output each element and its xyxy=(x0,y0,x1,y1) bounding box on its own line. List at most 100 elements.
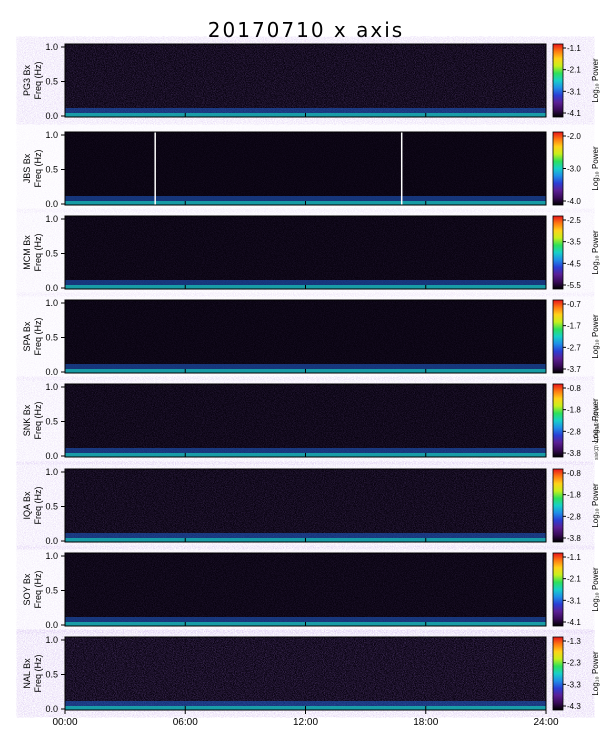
freq-axis-label: Freq (Hz) xyxy=(33,149,43,187)
colorbar xyxy=(552,215,564,290)
panel-noise xyxy=(65,300,546,373)
freq-axis-label: Freq (Hz) xyxy=(33,233,43,271)
y-tick-label: 0.0 xyxy=(45,111,58,121)
panel-snk xyxy=(65,384,546,457)
colorbar-tick-label: -2.1 xyxy=(567,575,581,584)
colorbar xyxy=(552,468,564,543)
panel-jbs xyxy=(65,132,546,205)
colorbar-tick-label: -3.1 xyxy=(567,596,581,605)
colorbar-tick-label: -2.3 xyxy=(567,659,581,668)
colorbar-tick-label: -5.5 xyxy=(567,281,581,290)
y-tick-label: 1.0 xyxy=(45,551,58,561)
colorbar xyxy=(552,299,564,374)
panel-nal xyxy=(65,637,546,710)
x-tick-label: 24:00 xyxy=(533,717,558,728)
colorbar-tick-label: -3.7 xyxy=(567,365,581,374)
y-tick-label: 0.5 xyxy=(45,586,58,596)
low-frequency-band xyxy=(65,108,546,117)
colorbar-tick-label: -4.1 xyxy=(567,109,581,118)
panel-noise xyxy=(65,469,546,542)
colorbar-tick-label: -2.8 xyxy=(567,427,581,436)
y-tick-label: 0.5 xyxy=(45,77,58,87)
colorbar-tick-label: -2.1 xyxy=(567,66,581,75)
low-frequency-band xyxy=(65,533,546,542)
colorbar-label: Log₁₀ Power xyxy=(591,314,600,359)
station-label: NAL Bx xyxy=(22,658,32,689)
y-tick-label: 1.0 xyxy=(45,42,58,52)
colorbar-tick-label: -2.8 xyxy=(567,512,581,521)
y-tick-label: 0.5 xyxy=(45,670,58,680)
low-frequency-band xyxy=(65,617,546,626)
y-tick-label: 1.0 xyxy=(45,467,58,477)
colorbar-tick-label: -1.8 xyxy=(567,491,581,500)
y-tick-label: 0.0 xyxy=(45,367,58,377)
colorbar-tick-label: -4.5 xyxy=(567,259,581,268)
station-label: MCM Bx xyxy=(22,235,32,270)
colorbar-tick-label: -4.3 xyxy=(567,702,581,711)
low-frequency-band xyxy=(65,196,546,205)
low-frequency-band xyxy=(65,364,546,373)
panel-noise xyxy=(65,132,546,205)
colorbar-tick-label: -1.7 xyxy=(567,322,581,331)
y-tick-label: 0.5 xyxy=(45,165,58,175)
colorbar-tick-label: -1.1 xyxy=(567,553,581,562)
colorbar xyxy=(552,383,564,458)
colorbar-tick-label: -3.3 xyxy=(567,680,581,689)
colorbar xyxy=(552,43,564,118)
y-tick-label: 0.0 xyxy=(45,704,58,714)
low-frequency-band xyxy=(65,448,546,457)
panel-pg3 xyxy=(65,44,546,117)
colorbar-label: Log₁₀ Power xyxy=(591,483,600,528)
colorbar xyxy=(552,131,564,206)
colorbar-tick-label: -2.5 xyxy=(567,216,581,225)
colorbar-tick-label: -4.1 xyxy=(567,618,581,627)
colorbar-tick-label: -3.5 xyxy=(567,238,581,247)
station-label: SPA Bx xyxy=(22,321,32,351)
panel-soy xyxy=(65,553,546,626)
colorbar-label: Log₁₀ Power xyxy=(591,230,600,275)
figure-title: 20170710 x axis xyxy=(207,18,405,42)
freq-axis-label: Freq (Hz) xyxy=(33,401,43,439)
panel-noise xyxy=(65,44,546,117)
colorbar-tick-label: -2.7 xyxy=(567,343,581,352)
y-tick-label: 0.5 xyxy=(45,333,58,343)
y-tick-label: 0.0 xyxy=(45,451,58,461)
freq-axis-label: Freq (Hz) xyxy=(33,61,43,99)
colorbar-tick-label: -2.0 xyxy=(567,132,581,141)
colorbar-tick-label: -0.8 xyxy=(567,384,581,393)
x-tick-label: 12:00 xyxy=(293,717,318,728)
freq-axis-label: Freq (Hz) xyxy=(33,317,43,355)
colorbar-tick-label: -1.3 xyxy=(567,637,581,646)
y-tick-label: 0.0 xyxy=(45,536,58,546)
colorbar-label: Log₁₀ Power xyxy=(591,398,600,443)
station-label: JBS Bx xyxy=(22,153,32,183)
x-tick-label: 06:00 xyxy=(173,717,198,728)
station-label: IQA Bx xyxy=(22,491,32,520)
colorbar-tick-label: -0.8 xyxy=(567,469,581,478)
colorbar-label: Log₁₀ Power xyxy=(591,146,600,191)
colorbar-tick-label: -3.0 xyxy=(567,165,581,174)
y-tick-label: 1.0 xyxy=(45,214,58,224)
low-frequency-band xyxy=(65,280,546,289)
colorbar-tick-label: -1.8 xyxy=(567,406,581,415)
colorbar-tick-label: -0.7 xyxy=(567,300,581,309)
colorbar-tick-label: -3.1 xyxy=(567,87,581,96)
station-label: SNK Bx xyxy=(22,404,32,436)
x-tick-label: 18:00 xyxy=(413,717,438,728)
y-tick-label: 0.5 xyxy=(45,417,58,427)
colorbar-label: Log₁₀ Power xyxy=(591,651,600,696)
colorbar xyxy=(552,552,564,627)
freq-axis-label: Freq (Hz) xyxy=(33,486,43,524)
y-tick-label: 1.0 xyxy=(45,635,58,645)
colorbar xyxy=(552,636,564,711)
y-tick-label: 0.0 xyxy=(45,199,58,209)
colorbar-tick-label: -4.0 xyxy=(567,197,581,206)
panel-spa xyxy=(65,300,546,373)
freq-axis-label: Freq (Hz) xyxy=(33,570,43,608)
y-tick-label: 0.5 xyxy=(45,249,58,259)
colorbar-tick-label: -3.8 xyxy=(567,534,581,543)
y-tick-label: 1.0 xyxy=(45,382,58,392)
station-label: SOY Bx xyxy=(22,573,32,605)
